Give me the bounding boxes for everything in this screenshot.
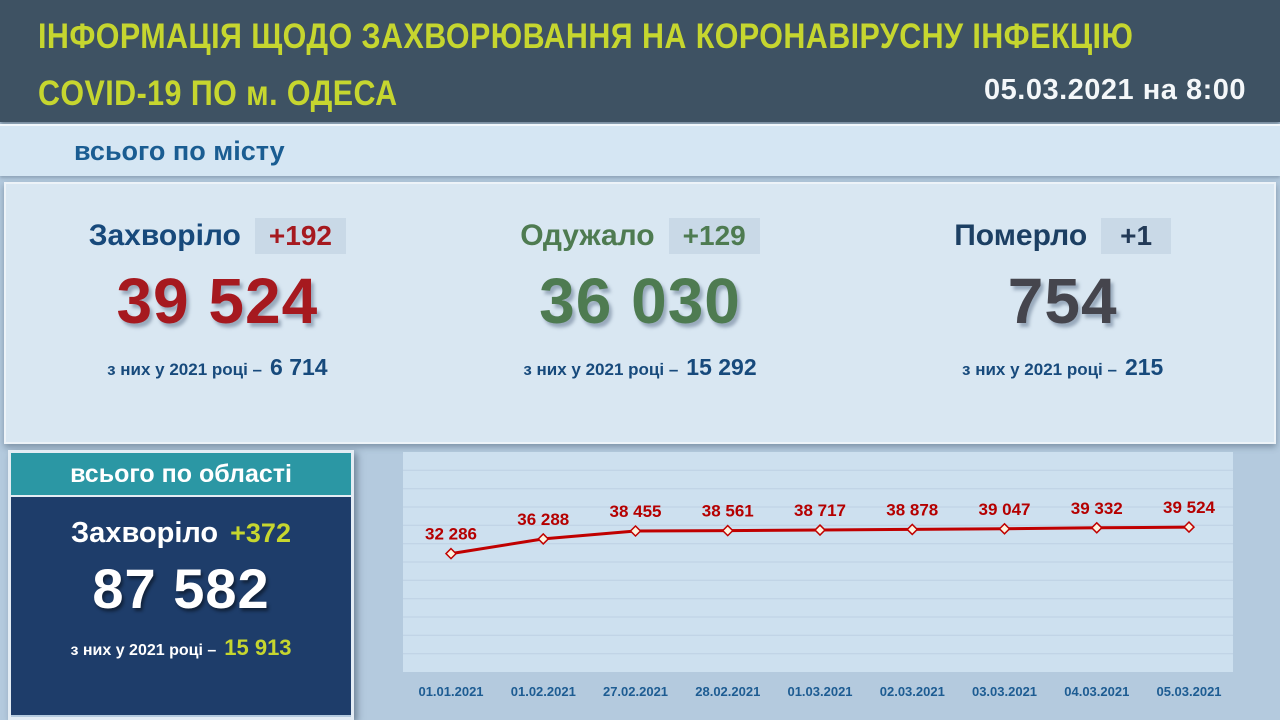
page-title-line2: COVID-19 ПО м. ОДЕСА bbox=[38, 74, 398, 113]
city-stats-panel: Захворіло +192 39 524 з них у 2021 році … bbox=[4, 182, 1276, 444]
chart-point-label: 38 717 bbox=[794, 501, 846, 520]
chart-point-label: 36 288 bbox=[517, 510, 569, 529]
region-stats: Захворіло +372 87 582 з них у 2021 році … bbox=[11, 497, 351, 715]
chart-point-label: 38 878 bbox=[886, 500, 938, 519]
chart-panel: 32 286 36 288 38 455 38 561 38 717 38 878 39 0… bbox=[403, 452, 1233, 672]
stat-recovered-header: Одужало +129 bbox=[429, 218, 852, 254]
region-stat-label: Захворіло bbox=[71, 517, 219, 549]
stat-dead-value: 754 bbox=[1007, 265, 1118, 337]
region-sub-value: 15 913 bbox=[224, 635, 292, 660]
stat-sick-label: Захворіло bbox=[88, 219, 241, 252]
city-section-title: всього по місту bbox=[74, 135, 285, 166]
chart-point-label: 32 286 bbox=[425, 525, 477, 544]
x-axis-label: 01.01.2021 bbox=[418, 684, 484, 699]
page-title-line1: ІНФОРМАЦІЯ ЩОДО ЗАХВОРЮВАННЯ НА КОРОНАВІ… bbox=[38, 17, 1134, 56]
stat-sick: Захворіло +192 39 524 з них у 2021 році … bbox=[6, 184, 429, 442]
chart-point bbox=[721, 524, 734, 537]
stat-sick-delta-badge: +192 bbox=[254, 218, 346, 254]
line-chart: 32 286 36 288 38 455 38 561 38 717 38 878 39 0… bbox=[403, 469, 1233, 655]
stat-dead-sub-label: з них у 2021 році – bbox=[962, 360, 1117, 379]
x-axis-label: 27.02.2021 bbox=[602, 684, 669, 699]
chart-point bbox=[1182, 521, 1196, 534]
chart-point bbox=[537, 532, 550, 546]
stat-sick-sub-label: з них у 2021 році – bbox=[107, 360, 263, 379]
stat-sick-sub-value: 6 714 bbox=[270, 354, 328, 380]
region-section-title: всього по області bbox=[11, 453, 351, 497]
stat-recovered-subrow: з них у 2021 році – 15 292 bbox=[429, 354, 852, 381]
stat-dead-header: Померло +1 bbox=[851, 218, 1274, 254]
city-section-header: всього по місту bbox=[0, 124, 1280, 176]
x-axis-label: 03.03.2021 bbox=[971, 684, 1038, 699]
stat-recovered-sub-value: 15 292 bbox=[686, 354, 757, 380]
stat-recovered-sub-label: з них у 2021 році – bbox=[523, 360, 679, 379]
chart-point bbox=[813, 523, 827, 537]
stat-dead-subrow: з них у 2021 році – 215 bbox=[851, 354, 1274, 381]
header: ІНФОРМАЦІЯ ЩОДО ЗАХВОРЮВАННЯ НА КОРОНАВІ… bbox=[0, 0, 1280, 122]
chart-point-label: 39 524 bbox=[1163, 498, 1216, 517]
chart-point bbox=[629, 524, 642, 538]
chart-point-label: 38 561 bbox=[702, 502, 754, 521]
chart-point-label: 39 047 bbox=[979, 500, 1031, 519]
x-axis-label: 28.02.2021 bbox=[695, 684, 761, 699]
chart-point bbox=[444, 547, 458, 560]
region-sub-label: з них у 2021 році – bbox=[70, 642, 217, 659]
x-axis-label: 01.03.2021 bbox=[787, 684, 853, 699]
stat-dead: Померло +1 754 з них у 2021 році – 215 bbox=[851, 184, 1274, 442]
chart-point bbox=[1090, 521, 1103, 534]
report-date: 05.03.2021 на 8:00 bbox=[984, 74, 1246, 106]
stat-recovered-value: 36 030 bbox=[539, 265, 741, 337]
stat-sick-value: 39 524 bbox=[116, 265, 319, 337]
stat-dead-delta-badge: +1 bbox=[1101, 218, 1172, 254]
stat-recovered-label: Одужало bbox=[520, 219, 655, 252]
stat-dead-sub-value: 215 bbox=[1124, 354, 1164, 380]
chart-point bbox=[998, 522, 1011, 535]
x-axis-label: 02.03.2021 bbox=[879, 684, 945, 699]
stat-recovered: Одужало +129 36 030 з них у 2021 році – … bbox=[429, 184, 852, 442]
stat-sick-subrow: з них у 2021 році – 6 714 bbox=[6, 354, 429, 381]
region-stat-value: 87 582 bbox=[92, 557, 270, 620]
stat-recovered-delta-badge: +129 bbox=[668, 218, 760, 254]
chart-x-axis: 01.01.2021 01.02.2021 27.02.2021 28.02.2021… bbox=[403, 684, 1233, 704]
stat-dead-label: Померло bbox=[954, 219, 1088, 252]
region-delta-badge: +372 bbox=[230, 518, 291, 548]
region-stat-header: Захворіло +372 bbox=[11, 517, 351, 550]
x-axis-label: 05.03.2021 bbox=[1156, 684, 1222, 699]
x-axis-label: 04.03.2021 bbox=[1064, 684, 1130, 699]
x-axis-label: 01.02.2021 bbox=[510, 684, 576, 699]
region-panel: всього по області Захворіло +372 87 582 … bbox=[8, 450, 354, 720]
chart-point bbox=[906, 523, 919, 536]
stat-sick-header: Захворіло +192 bbox=[6, 218, 429, 254]
region-subrow: з них у 2021 році – 15 913 bbox=[11, 635, 351, 661]
chart-point-label: 38 455 bbox=[610, 502, 662, 521]
chart-point-label: 39 332 bbox=[1071, 499, 1123, 518]
